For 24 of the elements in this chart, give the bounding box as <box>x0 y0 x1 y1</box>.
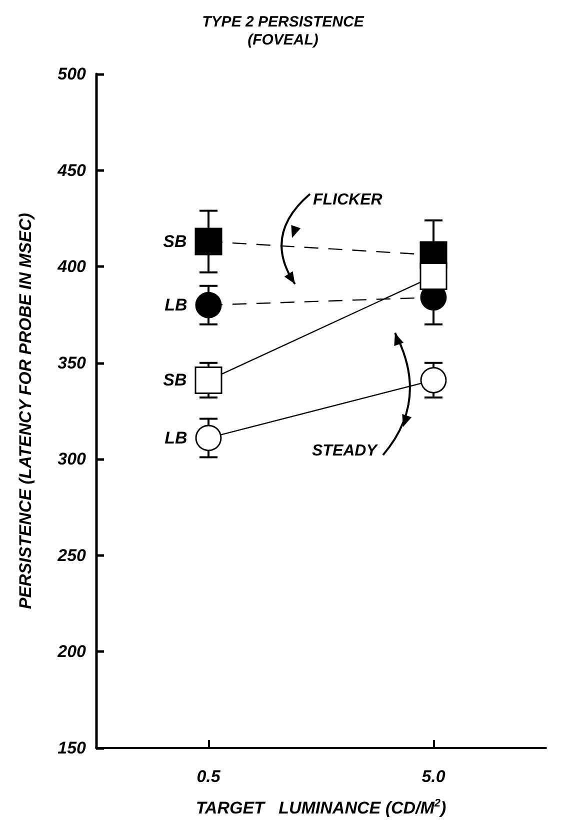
y-tick-label: 150 <box>58 738 87 758</box>
y-tick-label: 300 <box>58 450 87 469</box>
point <box>194 366 222 394</box>
point <box>195 424 222 452</box>
point <box>420 262 448 290</box>
y-tick-label: 450 <box>56 160 87 180</box>
y-tick-label: 400 <box>56 257 87 276</box>
y-tick-label: 350 <box>58 353 87 372</box>
series-label: SB <box>163 232 187 252</box>
y-tick-label: 200 <box>56 642 87 662</box>
annotation: FLICKER <box>313 192 383 208</box>
series-label: LB <box>164 296 188 315</box>
y-tick-label: 500 <box>58 64 87 84</box>
x-tick-label: 5.0 <box>422 767 446 786</box>
series-label: LB <box>164 428 188 448</box>
series-label: SB <box>163 370 187 390</box>
y-tick-label: 250 <box>56 546 87 565</box>
x-tick-label: 0.5 <box>196 767 221 786</box>
chart-title: TYPE 2 PERSISTENCE (FOVEAL) <box>202 14 365 48</box>
y-axis-title: PERSISTENCE (LATENCY FOR PROBE IN MSEC) <box>16 212 35 610</box>
point <box>195 292 222 318</box>
point <box>420 366 447 394</box>
annotation: STEADY <box>312 442 378 460</box>
point <box>194 228 222 256</box>
